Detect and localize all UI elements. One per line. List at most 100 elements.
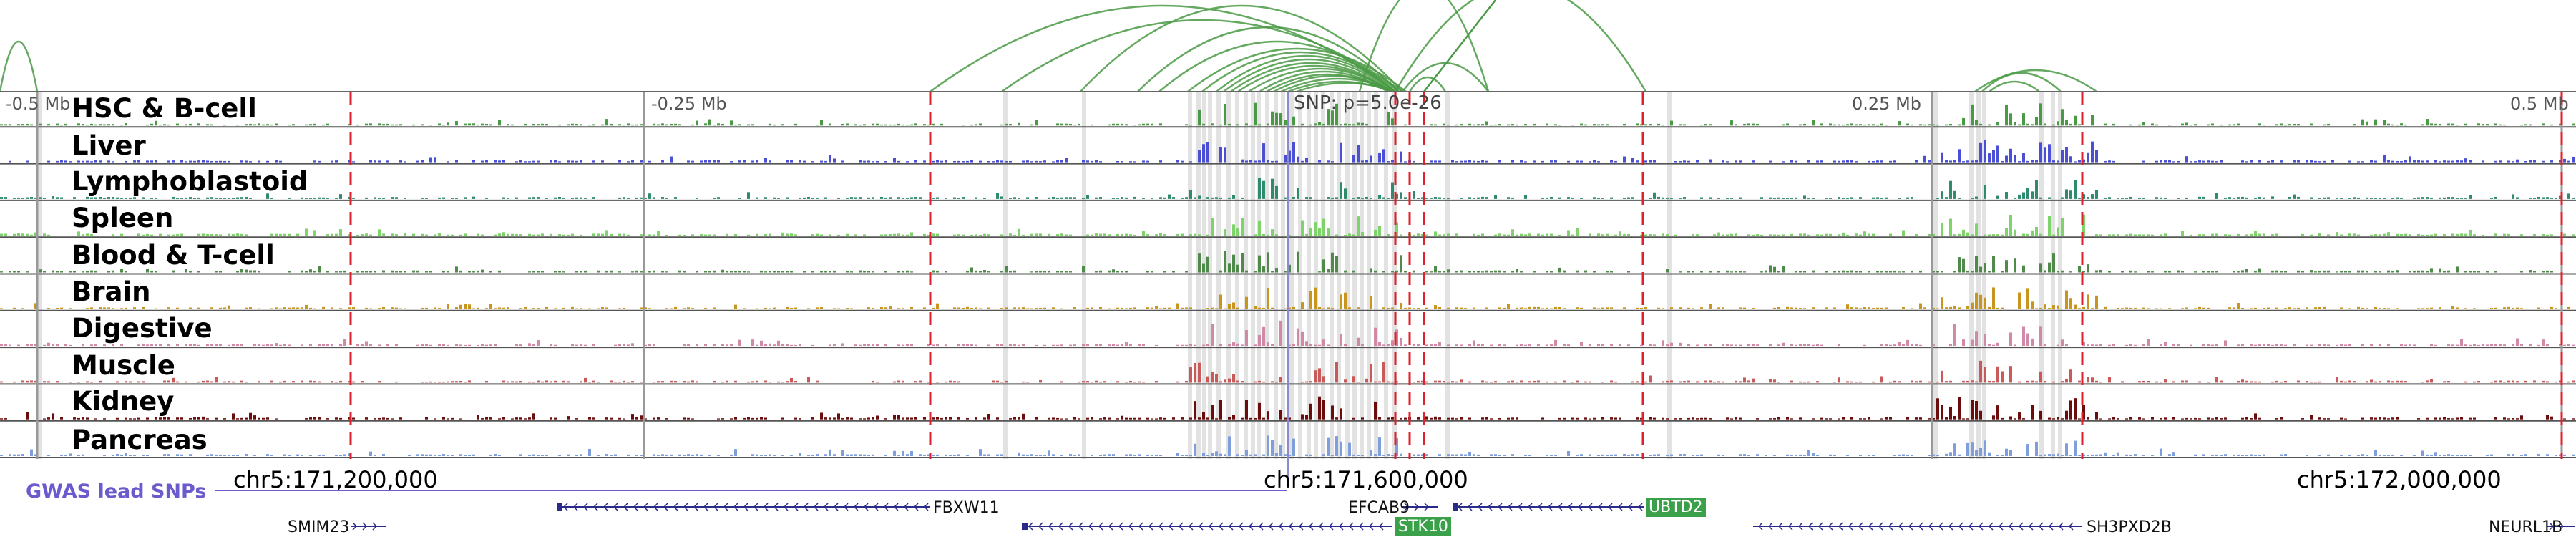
- signal-bar: [1825, 271, 1828, 273]
- signal-bar: [146, 344, 149, 347]
- signal-bar: [459, 344, 462, 347]
- signal-bar: [687, 417, 690, 420]
- signal-bar: [245, 160, 248, 163]
- signal-bar: [1773, 307, 1776, 309]
- signal-bar: [1430, 124, 1433, 126]
- signal-bar: [1872, 124, 1875, 126]
- signal-bar: [240, 417, 243, 420]
- signal-bar: [550, 381, 552, 383]
- signal-bar: [1692, 308, 1694, 309]
- signal-bar: [150, 123, 153, 126]
- signal-bar: [2370, 379, 2373, 383]
- signal-bar: [2112, 344, 2115, 347]
- signal-bar: [2061, 109, 2064, 126]
- signal-bar: [769, 343, 771, 347]
- signal-bar: [2391, 381, 2394, 383]
- signal-bar: [2155, 197, 2158, 199]
- signal-bar: [906, 270, 909, 273]
- signal-bar: [644, 344, 647, 347]
- signal-bar: [1245, 160, 1248, 163]
- signal-bar: [1567, 230, 1570, 236]
- signal-bar: [2018, 381, 2021, 383]
- signal-bar: [1984, 263, 1986, 273]
- signal-bar: [2207, 124, 2210, 126]
- signal-bar: [2430, 379, 2433, 383]
- signal-bar: [1000, 454, 1003, 456]
- signal-bar: [1477, 124, 1480, 126]
- signal-bar: [996, 193, 999, 199]
- signal-bar: [1318, 228, 1321, 236]
- signal-bar: [2297, 307, 2300, 309]
- signal-bar: [1262, 143, 1265, 163]
- signal-bar: [975, 270, 977, 273]
- signal-bar: [1833, 124, 1836, 126]
- signal-bar: [962, 197, 965, 199]
- signal-bar: [696, 344, 698, 347]
- signal-bar: [2529, 344, 2532, 347]
- gene-arrow: [1028, 522, 1033, 531]
- signal-bar: [1975, 381, 1978, 383]
- signal-bar: [1825, 198, 1828, 199]
- signal-bar: [1623, 156, 1626, 163]
- signal-bar: [1799, 271, 1802, 273]
- signal-bar: [2026, 233, 2029, 236]
- signal-bar: [1816, 381, 1819, 383]
- gene-arrow: [673, 503, 678, 511]
- signal-bar: [562, 380, 565, 383]
- gene-arrow: [1818, 522, 1823, 531]
- signal-bar: [421, 454, 424, 456]
- signal-bar: [1189, 161, 1192, 163]
- signal-bar: [623, 418, 625, 420]
- signal-bar: [2048, 144, 2051, 163]
- signal-bar: [1945, 160, 1948, 163]
- signal-bar: [167, 344, 170, 347]
- signal-bar: [1163, 271, 1166, 273]
- signal-bar: [1438, 306, 1441, 309]
- signal-bar: [1601, 198, 1604, 199]
- signal-bar: [524, 418, 527, 420]
- signal-bar: [2464, 308, 2467, 309]
- signal-bar: [309, 198, 312, 199]
- signal-bar: [305, 124, 308, 126]
- signal-bar: [1516, 344, 1518, 347]
- signal-bar: [258, 381, 260, 383]
- signal-bar: [1863, 231, 1866, 236]
- signal-bar: [592, 380, 595, 383]
- signal-bar: [2460, 233, 2463, 236]
- signal-bar: [781, 344, 784, 347]
- signal-bar: [1752, 234, 1755, 236]
- signal-bar: [2275, 418, 2278, 420]
- signal-bar: [2353, 124, 2356, 126]
- signal-bar: [2035, 227, 2038, 236]
- signal-bar: [189, 454, 192, 456]
- signal-bar: [1181, 160, 1184, 163]
- signal-bar: [438, 455, 441, 456]
- signal-bar: [2177, 160, 2180, 163]
- signal-bar: [962, 308, 965, 309]
- signal-bar: [1026, 160, 1029, 163]
- signal-bar: [528, 343, 531, 347]
- signal-bar: [1477, 271, 1480, 273]
- signal-bar: [1005, 160, 1008, 163]
- signal-bar: [1292, 344, 1295, 347]
- signal-bar: [803, 271, 806, 273]
- signal-bar: [2456, 417, 2459, 420]
- signal-bar: [902, 380, 904, 383]
- signal-bar: [1103, 381, 1106, 383]
- signal-bar: [1279, 113, 1282, 126]
- signal-bar: [884, 198, 887, 199]
- signal-bar: [1679, 342, 1682, 347]
- signal-bar: [2490, 454, 2493, 456]
- signal-bar: [872, 308, 874, 309]
- signal-bar: [447, 161, 449, 163]
- signal-bar: [1206, 197, 1209, 199]
- signal-bar: [2447, 381, 2450, 383]
- signal-bar: [700, 234, 703, 236]
- signal-bar: [2379, 454, 2381, 456]
- signal-bar: [288, 344, 291, 347]
- signal-bar: [335, 455, 338, 456]
- signal-bar: [786, 160, 789, 163]
- signal-bar: [1301, 414, 1304, 420]
- loop-arc: [1187, 47, 1407, 92]
- signal-bar: [142, 381, 145, 383]
